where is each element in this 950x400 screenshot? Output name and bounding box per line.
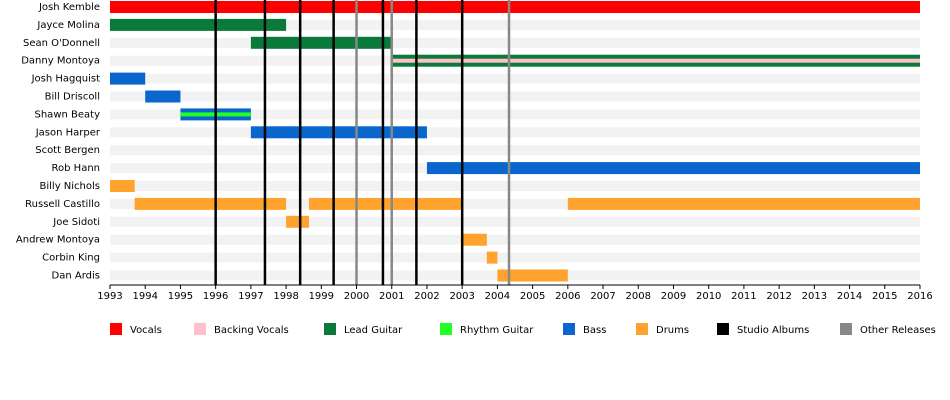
- row-band: [110, 181, 920, 191]
- row-band: [110, 127, 920, 138]
- member-label: Rob Hann: [52, 163, 100, 174]
- tenure-bar: [110, 1, 920, 13]
- row-band: [110, 73, 920, 84]
- x-tick-label: 1998: [273, 291, 298, 302]
- member-label: Joe Sidoti: [52, 217, 100, 228]
- member-label: Andrew Montoya: [16, 235, 100, 246]
- x-tick-label: 2012: [766, 291, 791, 302]
- row-band: [110, 252, 920, 263]
- x-tick-label: 2009: [661, 291, 686, 302]
- legend-label: Vocals: [130, 325, 162, 336]
- legend-label: Backing Vocals: [214, 325, 289, 336]
- member-label: Danny Montoya: [21, 56, 100, 67]
- member-label: Scott Bergen: [35, 145, 100, 156]
- tenure-bar: [497, 269, 568, 282]
- member-label: Dan Ardis: [52, 271, 100, 282]
- x-tick-label: 2008: [626, 291, 651, 302]
- tenure-bar: [308, 197, 463, 210]
- tenure-bar: [250, 36, 392, 49]
- x-tick-label: 2014: [837, 291, 862, 302]
- x-tick-label: 2010: [696, 291, 721, 302]
- x-tick-label: 1996: [203, 291, 228, 302]
- row-band: [110, 234, 920, 245]
- member-label: Corbin King: [42, 253, 100, 264]
- row-band: [110, 19, 920, 30]
- member-label: Shawn Beaty: [35, 109, 101, 120]
- row-band: [110, 198, 920, 209]
- x-tick-label: 1993: [97, 291, 122, 302]
- row-band: [110, 109, 920, 120]
- tenure-bar: [134, 197, 287, 210]
- x-tick-label: 1994: [132, 291, 157, 302]
- legend-label: Drums: [656, 325, 689, 336]
- legend-label: Rhythm Guitar: [460, 325, 534, 336]
- tenure-bar: [567, 197, 920, 210]
- tenure-bar: [145, 90, 181, 103]
- x-tick-label: 1997: [238, 291, 263, 302]
- x-tick-label: 2003: [449, 291, 474, 302]
- x-tick-label: 2015: [872, 291, 897, 302]
- legend-swatch: [563, 323, 575, 335]
- x-tick-label: 1999: [309, 291, 334, 302]
- tenure-bar: [462, 233, 487, 246]
- legend-swatch: [324, 323, 336, 335]
- member-label: Billy Nichols: [40, 181, 101, 192]
- x-tick-label: 2007: [590, 291, 615, 302]
- tenure-bar: [110, 180, 135, 192]
- legend-swatch: [840, 323, 852, 335]
- x-tick-label: 2016: [907, 291, 932, 302]
- legend-swatch: [440, 323, 452, 335]
- legend-swatch: [636, 323, 648, 335]
- row-band: [110, 145, 920, 156]
- member-label: Bill Driscoll: [45, 92, 100, 103]
- legend-label: Studio Albums: [737, 325, 809, 336]
- member-label: Russell Castillo: [25, 199, 100, 210]
- x-tick-label: 2006: [555, 291, 580, 302]
- member-label: Jason Harper: [35, 127, 101, 138]
- tenure-bar: [110, 18, 287, 31]
- member-label: Sean O'Donnell: [23, 38, 100, 49]
- tenure-bar: [391, 58, 920, 63]
- tenure-bar: [250, 126, 427, 139]
- tenure-bar: [110, 72, 146, 85]
- x-tick-label: 2011: [731, 291, 756, 302]
- legend-label: Other Releases: [860, 325, 936, 336]
- x-tick-label: 2001: [379, 291, 404, 302]
- row-band: [110, 216, 920, 227]
- x-tick-label: 2005: [520, 291, 545, 302]
- legend-label: Bass: [583, 325, 606, 336]
- member-label: Josh Kemble: [38, 2, 100, 13]
- x-tick-label: 2004: [485, 291, 510, 302]
- tenure-bar: [426, 162, 920, 175]
- row-band: [110, 91, 920, 102]
- x-tick-label: 2002: [414, 291, 439, 302]
- x-tick-label: 2000: [344, 291, 369, 302]
- legend-swatch: [194, 323, 206, 335]
- legend-swatch: [717, 323, 729, 335]
- member-label: Josh Hagquist: [31, 74, 100, 85]
- row-band: [110, 37, 920, 48]
- tenure-bar: [486, 251, 498, 264]
- legend-label: Lead Guitar: [344, 325, 403, 336]
- x-tick-label: 2013: [802, 291, 827, 302]
- x-tick-label: 1995: [168, 291, 193, 302]
- tenure-bar: [286, 215, 309, 228]
- member-label: Jayce Molina: [36, 20, 100, 31]
- legend-swatch: [110, 323, 122, 335]
